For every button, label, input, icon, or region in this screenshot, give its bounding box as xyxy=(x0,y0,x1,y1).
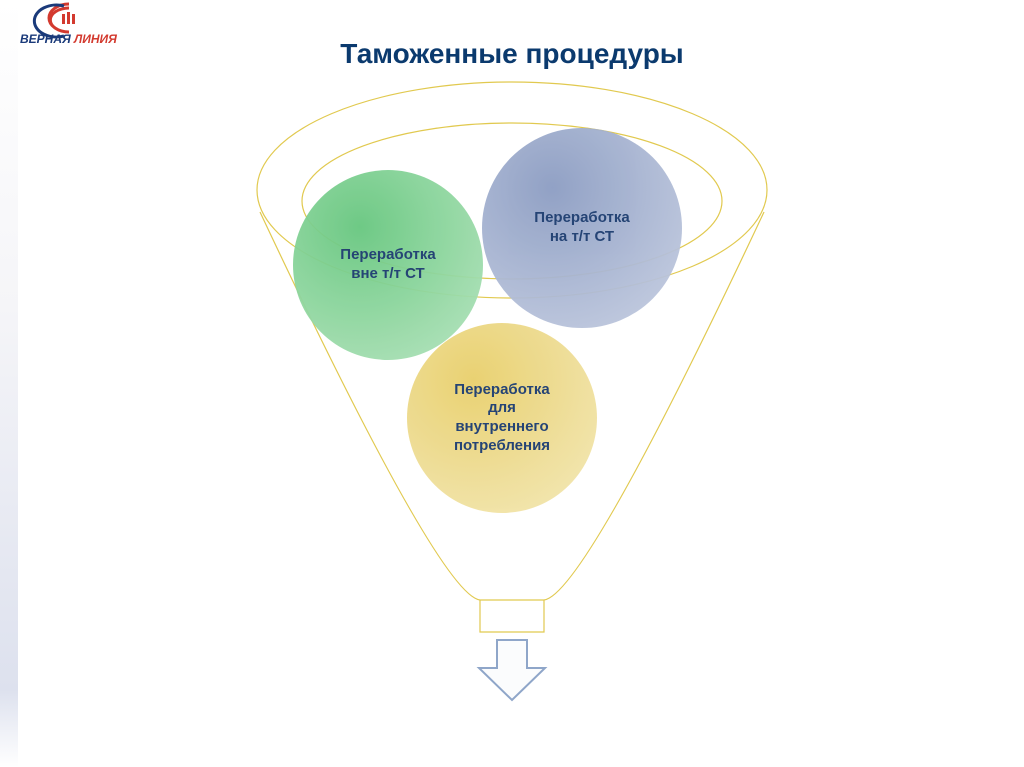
circle-blue-label: Переработкана т/т СТ xyxy=(524,209,639,247)
circle-yellow: Переработкадлявнутреннегопотребления xyxy=(407,323,597,513)
funnel-neck xyxy=(480,600,544,632)
circle-blue: Переработкана т/т СТ xyxy=(482,128,682,328)
circle-green-label: Переработкавне т/т СТ xyxy=(330,246,445,284)
circle-yellow-label: Переработкадлявнутреннегопотребления xyxy=(444,381,560,456)
circle-green: Переработкавне т/т СТ xyxy=(293,170,483,360)
down-arrow-icon xyxy=(479,640,545,700)
